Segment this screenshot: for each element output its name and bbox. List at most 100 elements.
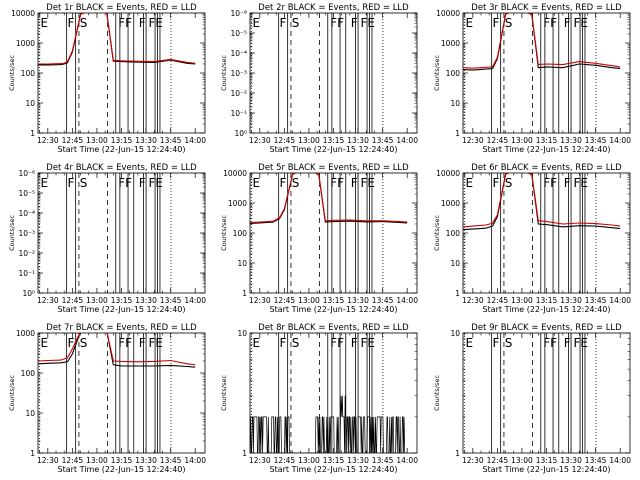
marker-label: S bbox=[292, 176, 300, 190]
marker-label: FF bbox=[543, 16, 557, 30]
y-tick-label: 10⁻¹ bbox=[230, 109, 247, 118]
marker-label: E bbox=[252, 336, 260, 350]
series-line-events bbox=[250, 395, 407, 453]
series-line-events bbox=[463, 173, 621, 231]
x-axis-label: Start Time (22-Jun-15 12:24:40) bbox=[270, 145, 398, 154]
event-markers bbox=[463, 13, 597, 133]
marker-label: F bbox=[279, 176, 286, 190]
series-group bbox=[38, 333, 196, 368]
x-tick-label: 13:15 bbox=[536, 296, 558, 305]
marker-label: E bbox=[40, 176, 48, 190]
marker-label: FE bbox=[574, 16, 588, 30]
marker-label: E bbox=[465, 16, 473, 30]
marker-label: FF bbox=[118, 336, 132, 350]
x-tick-label: 13:45 bbox=[160, 296, 182, 305]
y-tick-label: 1 bbox=[455, 129, 460, 138]
plot-frame bbox=[37, 12, 206, 134]
x-tick-label: 12:45 bbox=[487, 296, 509, 305]
detector-panel-4: Det 4r BLACK = Events, RED = LLD 12:30 12:… bbox=[8, 163, 206, 314]
x-tick-label: 12:30 bbox=[249, 456, 271, 465]
series-line-events bbox=[38, 13, 196, 66]
marker-label: F bbox=[492, 176, 499, 190]
x-tick-label: 13:30 bbox=[560, 296, 582, 305]
y-tick-label: 100 bbox=[21, 369, 36, 378]
marker-label: E bbox=[252, 176, 260, 190]
y-tick-label: 10000 bbox=[436, 169, 460, 178]
x-tick-label: 13:30 bbox=[347, 456, 369, 465]
marker-label: F bbox=[492, 16, 499, 30]
x-tick-label: 12:30 bbox=[249, 296, 271, 305]
y-tick-label: 10 bbox=[450, 329, 460, 338]
x-axis-label: Start Time (22-Jun-15 12:24:40) bbox=[483, 465, 611, 474]
event-markers bbox=[38, 333, 172, 453]
x-tick-label: 13:00 bbox=[511, 296, 533, 305]
y-tick-label: 10 bbox=[237, 259, 247, 268]
y-tick-label: 100 bbox=[446, 229, 461, 238]
x-tick-label: 13:00 bbox=[86, 296, 108, 305]
y-tick-label: 1 bbox=[455, 289, 460, 298]
x-tick-label: 13:45 bbox=[160, 456, 182, 465]
series-group bbox=[250, 173, 408, 224]
x-tick-label: 13:30 bbox=[560, 456, 582, 465]
plot-frame bbox=[249, 12, 418, 134]
marker-label: FF bbox=[543, 176, 557, 190]
x-tick-label: 14:00 bbox=[609, 456, 631, 465]
panel-title: Det 9r BLACK = Events, RED = LLD bbox=[471, 323, 622, 333]
x-axis-label: Start Time (22-Jun-15 12:24:40) bbox=[58, 465, 186, 474]
y-axis-label: Counts/sec bbox=[433, 55, 441, 91]
x-tick-label: 13:00 bbox=[298, 296, 320, 305]
plot-frame bbox=[37, 332, 206, 454]
x-axis-label: Start Time (22-Jun-15 12:24:40) bbox=[58, 145, 186, 154]
x-tick-label: 12:30 bbox=[37, 456, 59, 465]
marker-label: FE bbox=[361, 336, 375, 350]
marker-label: S bbox=[80, 176, 88, 190]
y-axis-label: Counts/sec bbox=[220, 55, 228, 91]
x-tick-label: 14:00 bbox=[184, 136, 206, 145]
y-tick-label: 10⁻⁶ bbox=[230, 9, 247, 18]
y-tick-label: 1 bbox=[242, 449, 247, 458]
x-tick-label: 13:15 bbox=[536, 456, 558, 465]
series-line-lld bbox=[463, 13, 621, 69]
x-tick-label: 12:45 bbox=[62, 136, 84, 145]
y-tick-label: 10⁰ bbox=[234, 129, 247, 138]
y-axis-label: Counts/sec bbox=[433, 215, 441, 251]
x-tick-label: 13:30 bbox=[135, 296, 157, 305]
detector-panel-8: Det 8r BLACK = Events, RED = LLD 12:30 12:… bbox=[220, 323, 418, 474]
y-tick-label: 1 bbox=[455, 449, 460, 458]
y-tick-label: 100 bbox=[21, 69, 36, 78]
y-tick-label: 10 bbox=[25, 99, 35, 108]
y-tick-label: 100 bbox=[446, 69, 461, 78]
marker-label: F bbox=[279, 336, 286, 350]
x-tick-label: 13:45 bbox=[585, 296, 607, 305]
y-tick-label: 10⁰ bbox=[22, 289, 35, 298]
panel-title: Det 5r BLACK = Events, RED = LLD bbox=[258, 163, 409, 173]
y-tick-label: 1 bbox=[30, 129, 35, 138]
x-tick-label: 13:45 bbox=[585, 136, 607, 145]
x-tick-label: 14:00 bbox=[396, 296, 418, 305]
x-tick-label: 13:00 bbox=[511, 456, 533, 465]
x-tick-label: 13:30 bbox=[347, 136, 369, 145]
marker-label: FF bbox=[118, 176, 132, 190]
x-tick-label: 13:30 bbox=[347, 296, 369, 305]
series-line-lld bbox=[250, 173, 408, 223]
y-axis-label: Counts/sec bbox=[220, 375, 228, 411]
x-tick-label: 13:00 bbox=[298, 136, 320, 145]
marker-label: F bbox=[279, 16, 286, 30]
x-axis-label: Start Time (22-Jun-15 12:24:40) bbox=[483, 145, 611, 154]
marker-label: F bbox=[564, 16, 571, 30]
x-axis-label: Start Time (22-Jun-15 12:24:40) bbox=[483, 305, 611, 314]
x-tick-label: 13:45 bbox=[372, 456, 394, 465]
y-tick-label: 10⁻² bbox=[18, 249, 35, 258]
y-tick-label: 10000 bbox=[11, 9, 35, 18]
marker-label: FE bbox=[361, 176, 375, 190]
series-group bbox=[463, 13, 621, 71]
marker-label: FF bbox=[330, 336, 344, 350]
marker-label: E bbox=[252, 16, 260, 30]
x-tick-label: 12:45 bbox=[274, 296, 296, 305]
marker-label: S bbox=[292, 336, 300, 350]
x-tick-label: 13:30 bbox=[560, 136, 582, 145]
x-axis-label: Start Time (22-Jun-15 12:24:40) bbox=[58, 305, 186, 314]
event-markers bbox=[463, 173, 597, 293]
x-tick-label: 14:00 bbox=[609, 136, 631, 145]
marker-label: F bbox=[564, 336, 571, 350]
